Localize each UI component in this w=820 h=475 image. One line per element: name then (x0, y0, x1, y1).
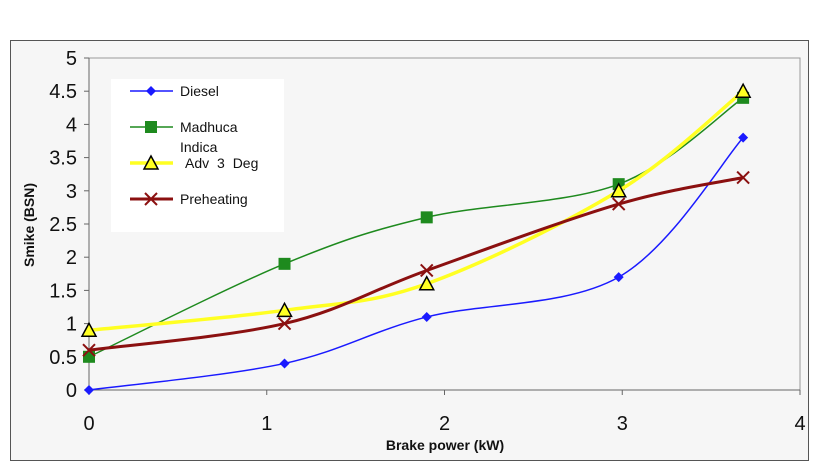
legend-label: Adv 3 Deg (185, 155, 258, 171)
y-tick-label: 3.5 (49, 148, 77, 170)
y-tick-label: 0.5 (49, 347, 77, 369)
series-diesel (84, 132, 749, 395)
x-axis-label: Brake power (kW) (386, 437, 504, 453)
y-tick-label: 0 (66, 380, 77, 402)
y-tick-label: 2 (66, 247, 77, 269)
diamond-marker (738, 132, 749, 143)
legend-label: Diesel (180, 83, 219, 99)
y-tick-label: 5 (66, 48, 77, 70)
y-tick-label: 2.5 (49, 214, 77, 236)
diamond-marker (421, 311, 432, 322)
triangle-marker (418, 275, 435, 291)
triangle-marker (734, 82, 752, 98)
x-tick-label: 4 (794, 413, 805, 435)
diamond-marker (613, 272, 624, 283)
y-tick-label: 4 (66, 114, 77, 136)
legend-label: Madhuca (180, 119, 238, 135)
legend-item: Adv 3 Deg (130, 154, 258, 171)
triangle-marker (610, 182, 627, 198)
square-marker (420, 211, 433, 224)
legend-box (111, 79, 284, 232)
y-tick-label: 1 (66, 314, 77, 336)
x-marker (736, 170, 750, 185)
legend-item: Madhuca Indica (130, 119, 238, 155)
triangle-marker (276, 301, 293, 318)
x-marker (144, 192, 158, 206)
legend-label: Indica (180, 139, 218, 155)
legend-label: Preheating (180, 191, 248, 207)
triangle-marker (142, 154, 160, 170)
y-tick-label: 3 (66, 181, 77, 203)
x-tick-label: 1 (261, 413, 272, 435)
triangle-marker (80, 321, 98, 337)
diamond-marker (279, 358, 290, 369)
square-marker (278, 257, 291, 270)
diamond-marker (84, 385, 94, 395)
x-tick-label: 2 (439, 413, 450, 435)
x-tick-label: 3 (617, 413, 628, 435)
y-axis-label: Smike (BSN) (21, 183, 37, 267)
x-marker (611, 197, 626, 211)
legend-item: Preheating (130, 191, 248, 207)
diamond-marker (146, 86, 156, 96)
x-marker (277, 316, 292, 331)
x-marker (420, 263, 434, 278)
series-adv-3-deg (80, 82, 752, 337)
square-marker (145, 121, 157, 133)
x-marker (82, 343, 96, 357)
y-tick-label: 1.5 (49, 280, 77, 302)
x-tick-label: 0 (83, 413, 94, 435)
y-tick-label: 4.5 (49, 81, 77, 103)
series-preheating (82, 170, 750, 357)
square-marker (83, 350, 95, 363)
legend-item: Diesel (130, 83, 219, 99)
